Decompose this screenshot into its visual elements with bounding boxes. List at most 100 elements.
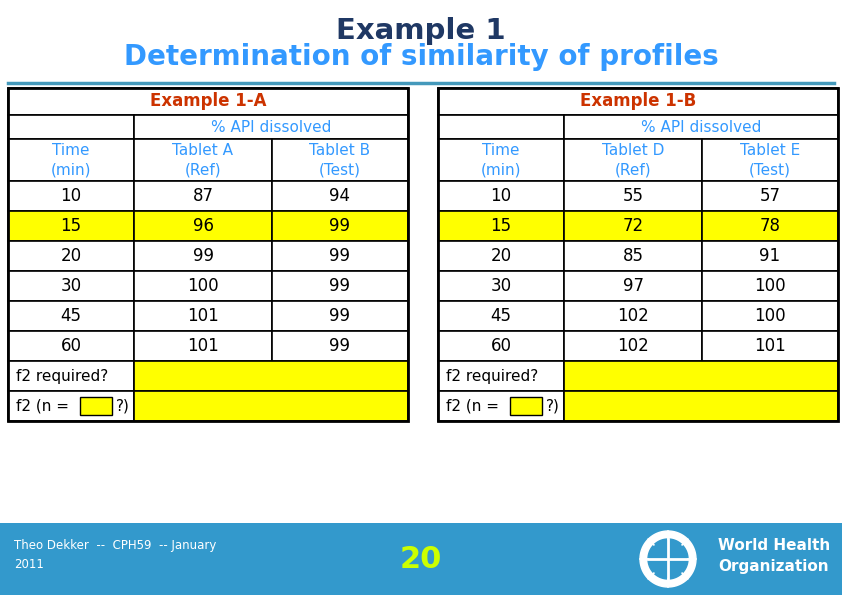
- Text: 72: 72: [622, 217, 643, 235]
- Bar: [272, 139, 408, 181]
- Bar: [8, 211, 134, 241]
- Text: 96: 96: [193, 217, 214, 235]
- Bar: [564, 391, 838, 421]
- Text: 100: 100: [754, 277, 786, 295]
- Bar: [564, 241, 702, 271]
- Bar: [272, 301, 408, 331]
- Bar: [134, 301, 272, 331]
- Bar: [80, 397, 112, 415]
- Bar: [702, 331, 838, 361]
- Text: f2 (n =: f2 (n =: [446, 399, 504, 414]
- Text: 97: 97: [622, 277, 643, 295]
- Text: 99: 99: [329, 307, 350, 325]
- Text: ?): ?): [546, 399, 560, 414]
- Text: 100: 100: [754, 307, 786, 325]
- Text: 102: 102: [617, 307, 649, 325]
- Bar: [8, 241, 134, 271]
- Bar: [134, 139, 272, 181]
- Bar: [134, 361, 408, 391]
- Text: Example 1-A: Example 1-A: [150, 92, 266, 111]
- Bar: [438, 139, 564, 181]
- Text: 30: 30: [61, 277, 82, 295]
- Bar: [438, 115, 564, 139]
- Bar: [134, 271, 272, 301]
- Bar: [702, 211, 838, 241]
- Text: 20: 20: [61, 247, 82, 265]
- Bar: [702, 271, 838, 301]
- Text: 55: 55: [622, 187, 643, 205]
- Bar: [564, 139, 702, 181]
- Bar: [702, 181, 838, 211]
- Text: 15: 15: [61, 217, 82, 235]
- Text: 100: 100: [187, 277, 219, 295]
- Text: World Health: World Health: [718, 537, 830, 553]
- Bar: [438, 391, 564, 421]
- Text: Time
(min): Time (min): [51, 143, 91, 177]
- Text: Time
(min): Time (min): [481, 143, 521, 177]
- Text: f2 required?: f2 required?: [16, 368, 109, 384]
- Text: 78: 78: [759, 217, 781, 235]
- Bar: [134, 391, 408, 421]
- Text: 99: 99: [329, 337, 350, 355]
- Text: 99: 99: [193, 247, 214, 265]
- Bar: [8, 88, 408, 421]
- Text: 87: 87: [193, 187, 214, 205]
- Text: 99: 99: [329, 277, 350, 295]
- Bar: [272, 271, 408, 301]
- Bar: [438, 88, 838, 115]
- Text: 101: 101: [187, 337, 219, 355]
- Text: 10: 10: [490, 187, 512, 205]
- Text: 101: 101: [754, 337, 786, 355]
- Bar: [438, 88, 838, 421]
- Text: 60: 60: [491, 337, 511, 355]
- Bar: [564, 361, 838, 391]
- Text: Example 1-B: Example 1-B: [580, 92, 696, 111]
- Bar: [8, 301, 134, 331]
- Bar: [272, 331, 408, 361]
- Bar: [564, 181, 702, 211]
- Text: 45: 45: [491, 307, 511, 325]
- Text: 57: 57: [759, 187, 781, 205]
- Text: f2 required?: f2 required?: [446, 368, 538, 384]
- Text: 20: 20: [490, 247, 512, 265]
- Text: 99: 99: [329, 247, 350, 265]
- Bar: [134, 331, 272, 361]
- Text: 99: 99: [329, 217, 350, 235]
- Text: Example 1: Example 1: [336, 17, 506, 45]
- Bar: [0, 523, 842, 595]
- Polygon shape: [648, 539, 688, 579]
- Bar: [438, 241, 564, 271]
- Text: Organization: Organization: [718, 559, 829, 575]
- Text: 102: 102: [617, 337, 649, 355]
- Polygon shape: [640, 531, 696, 587]
- Text: 2011: 2011: [14, 559, 44, 572]
- Bar: [702, 139, 838, 181]
- Bar: [564, 115, 838, 139]
- Bar: [8, 331, 134, 361]
- Bar: [564, 271, 702, 301]
- Text: % API dissolved: % API dissolved: [641, 120, 761, 134]
- Text: Tablet E
(Test): Tablet E (Test): [740, 143, 800, 177]
- Text: 91: 91: [759, 247, 781, 265]
- Text: 60: 60: [61, 337, 82, 355]
- Bar: [564, 331, 702, 361]
- Text: 30: 30: [490, 277, 512, 295]
- Bar: [702, 301, 838, 331]
- Bar: [8, 139, 134, 181]
- Text: 45: 45: [61, 307, 82, 325]
- Bar: [134, 181, 272, 211]
- Text: 20: 20: [400, 544, 442, 574]
- Bar: [438, 331, 564, 361]
- Text: 85: 85: [622, 247, 643, 265]
- Bar: [8, 88, 408, 115]
- Text: 101: 101: [187, 307, 219, 325]
- Bar: [438, 301, 564, 331]
- Bar: [134, 211, 272, 241]
- Text: 94: 94: [329, 187, 350, 205]
- Text: % API dissolved: % API dissolved: [210, 120, 331, 134]
- Bar: [272, 241, 408, 271]
- Bar: [8, 115, 134, 139]
- Bar: [134, 115, 408, 139]
- Text: Determination of similarity of profiles: Determination of similarity of profiles: [124, 43, 718, 71]
- Bar: [702, 241, 838, 271]
